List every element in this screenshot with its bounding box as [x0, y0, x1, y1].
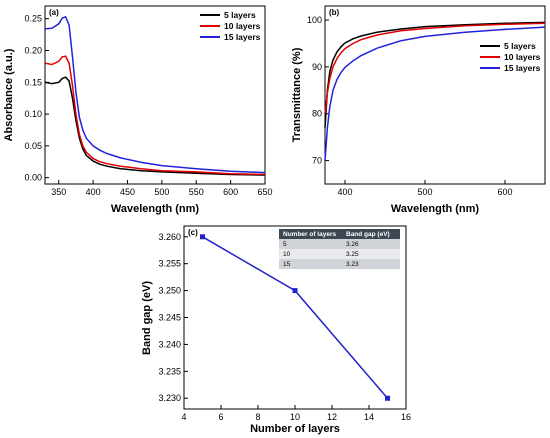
panel-c-xlabel: Number of layers [250, 423, 340, 435]
a-ytick-label: 0.15 [24, 77, 42, 87]
c-ytick-label: 3.230 [158, 393, 181, 403]
table-cell: 3.25 [346, 251, 359, 258]
c-ytick-label: 3.245 [158, 313, 181, 323]
a-series-line-3 [44, 15, 266, 174]
b-series-line-3 [324, 26, 546, 161]
c-xtick-label: 14 [364, 412, 374, 422]
table-header-cell: Band gap (eV) [346, 231, 390, 238]
b-series-line-1 [324, 21, 546, 128]
a-ytick-label: 0.05 [24, 141, 42, 151]
table-row [279, 249, 400, 259]
panel-a-xlabel: Wavelength (nm) [111, 203, 200, 215]
b-legend-label: 5 layers [504, 41, 536, 51]
panel-a-ylabel: Absorbance (a.u.) [3, 48, 15, 141]
c-xtick-label: 8 [255, 412, 260, 422]
table-header-cell: Number of layers [283, 231, 336, 238]
c-data-marker [385, 395, 390, 401]
table-header-bg [279, 229, 400, 239]
panel-c: (c) 4 6 8 10 12 14 163.2303.2353.2403.2453.250… [141, 225, 411, 435]
c-xtick-label: 4 [181, 412, 186, 422]
b-ytick-label: 70 [312, 156, 322, 166]
a-ytick-label: 0.00 [24, 173, 42, 183]
a-xtick-label: 350 [51, 187, 66, 197]
b-xtick-label: 500 [417, 187, 432, 197]
b-legend-label: 10 layers [504, 52, 541, 62]
a-xtick-label: 450 [120, 187, 135, 197]
c-ytick-label: 3.240 [158, 339, 181, 349]
a-legend-label: 5 layers [224, 10, 256, 20]
c-ytick-label: 3.260 [158, 232, 181, 242]
c-data-marker [200, 234, 205, 240]
c-xtick-label: 10 [290, 412, 300, 422]
a-xtick-label: 500 [154, 187, 169, 197]
b-series-line-2 [324, 22, 546, 114]
table-cell: 15 [283, 261, 291, 268]
b-ytick-label: 90 [312, 62, 322, 72]
c-ytick-label: 3.250 [158, 286, 181, 296]
table-row [279, 239, 400, 249]
a-xtick-label: 600 [223, 187, 238, 197]
c-data-marker [292, 288, 298, 294]
b-legend-label: 15 layers [504, 63, 541, 73]
table-cell: 3.26 [346, 241, 359, 248]
c-xtick-label: 16 [401, 412, 411, 422]
c-xtick-label: 12 [327, 412, 337, 422]
table-row [279, 259, 400, 269]
a-xtick-label: 650 [257, 187, 272, 197]
a-ytick-label: 0.25 [24, 14, 42, 24]
panel-b-frame [324, 5, 546, 185]
a-legend-label: 10 layers [224, 21, 261, 31]
panel-b-label: (b) [329, 8, 340, 17]
panel-b-ylabel: Transmittance (%) [291, 47, 303, 142]
c-xtick-label: 6 [218, 412, 223, 422]
table-cell: 5 [283, 241, 287, 248]
table-cell: 10 [283, 251, 291, 258]
a-series-line-1 [44, 76, 266, 176]
panel-c-ylabel: Band gap (eV) [141, 281, 153, 355]
table-cell: 3.23 [346, 261, 359, 268]
a-ytick-label: 0.20 [24, 46, 42, 56]
b-xtick-label: 400 [337, 187, 352, 197]
panel-c-label: (c) [188, 228, 198, 237]
c-ytick-label: 3.255 [158, 259, 181, 269]
c-ytick-label: 3.235 [158, 366, 181, 376]
b-ytick-label: 80 [312, 109, 322, 119]
a-ytick-label: 0.10 [24, 109, 42, 119]
b-xtick-label: 600 [497, 187, 512, 197]
panel-a-frame [44, 5, 266, 185]
a-xtick-label: 400 [86, 187, 101, 197]
b-ytick-label: 100 [307, 15, 322, 25]
a-series-line-2 [44, 55, 266, 176]
panel-a-label: (a) [49, 8, 59, 17]
panel-a: (a) 350 400 450 500 550 600 650 0.00 0.05 0.10 0.1… [3, 5, 273, 215]
a-legend-label: 15 layers [224, 32, 261, 42]
a-xtick-label: 550 [189, 187, 204, 197]
panel-b-xlabel: Wavelength (nm) [391, 203, 480, 215]
